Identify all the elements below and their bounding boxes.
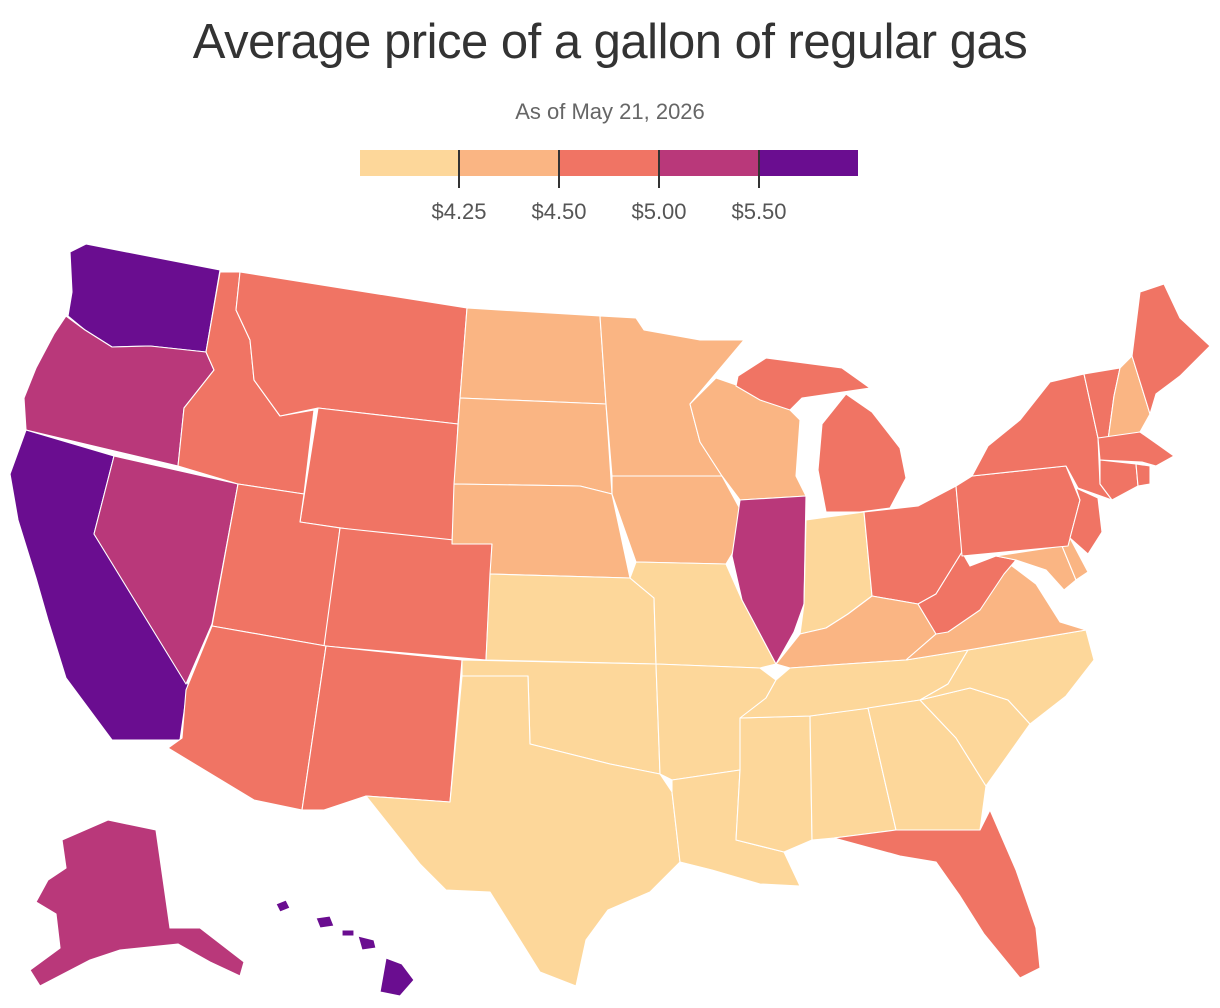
state-AK[interactable] xyxy=(29,819,245,987)
state-NC[interactable] xyxy=(919,629,1095,725)
state-CT[interactable] xyxy=(1099,459,1139,501)
state-SD[interactable] xyxy=(453,397,613,495)
state-RI[interactable] xyxy=(1135,463,1151,487)
state-CO[interactable] xyxy=(323,527,493,661)
legend-swatch-3 xyxy=(559,150,659,176)
page-subtitle: As of May 21, 2026 xyxy=(515,99,705,124)
state-HI-molokai[interactable] xyxy=(341,929,355,937)
legend-tick xyxy=(558,150,560,188)
legend-swatch-2 xyxy=(459,150,559,176)
legend-label: $5.50 xyxy=(731,199,787,224)
legend-bar xyxy=(360,150,858,176)
page-title: Average price of a gallon of regular gas xyxy=(192,15,1028,69)
state-HI-maui[interactable] xyxy=(357,935,377,951)
state-NJ[interactable] xyxy=(1069,487,1103,555)
state-WV[interactable] xyxy=(917,551,1017,635)
state-MS[interactable] xyxy=(735,715,813,853)
state-WY[interactable] xyxy=(299,407,459,545)
state-HI-main[interactable] xyxy=(379,957,415,997)
legend-swatch-4 xyxy=(659,150,759,176)
legend-tick xyxy=(458,150,460,188)
state-MI[interactable] xyxy=(735,357,871,411)
legend-swatch-1 xyxy=(360,150,460,176)
state-ME[interactable] xyxy=(1131,283,1211,415)
state-MI-lower[interactable] xyxy=(817,393,907,513)
us-choropleth-map xyxy=(0,236,1220,1008)
state-NM[interactable] xyxy=(301,645,463,811)
state-NV[interactable] xyxy=(93,455,239,685)
state-FL[interactable] xyxy=(833,809,1041,979)
legend-tick xyxy=(758,150,760,188)
color-legend: $4.25 $4.50 $5.00 $5.50 xyxy=(360,150,858,230)
state-TX[interactable] xyxy=(365,675,681,987)
state-HI-kauai[interactable] xyxy=(275,899,291,913)
state-IL[interactable] xyxy=(731,495,807,665)
legend-label: $4.50 xyxy=(531,199,587,224)
legend-label: $4.25 xyxy=(431,199,487,224)
state-HI-oahu[interactable] xyxy=(315,915,335,929)
state-KS[interactable] xyxy=(485,573,657,665)
state-MT[interactable] xyxy=(235,271,468,425)
state-ND[interactable] xyxy=(459,307,607,405)
state-PA[interactable] xyxy=(955,465,1081,557)
state-IA[interactable] xyxy=(611,475,747,565)
legend-label: $5.00 xyxy=(631,199,687,224)
legend-swatch-5 xyxy=(759,150,858,176)
legend-tick xyxy=(658,150,660,188)
